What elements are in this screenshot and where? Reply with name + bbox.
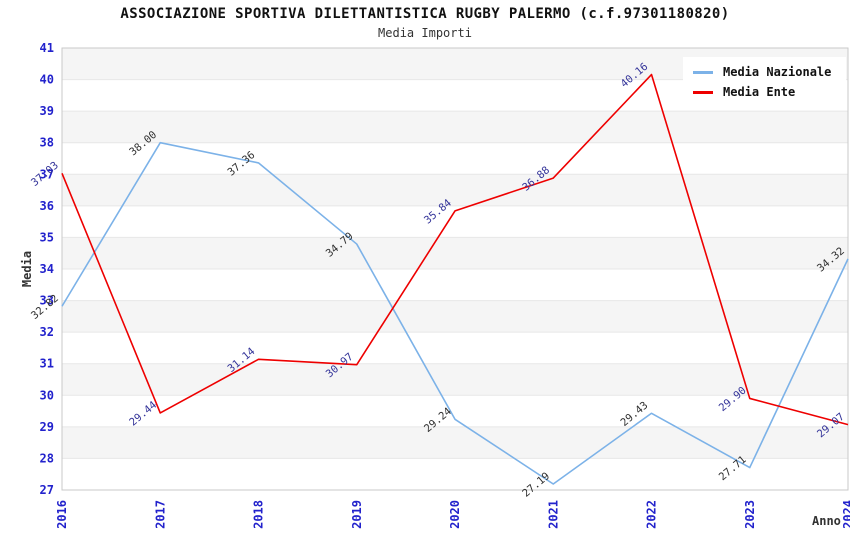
y-tick-label: 27 [40,483,54,497]
chart-title: ASSOCIAZIONE SPORTIVA DILETTANTISTICA RU… [120,6,730,22]
series-line-media-ente [61,73,849,426]
legend: Media Nazionale Media Ente [683,57,846,107]
x-tick-label: 2022 [645,500,659,529]
band [62,111,848,143]
y-axis-title: Media [20,250,34,288]
legend-swatch-red-line-icon [693,90,713,94]
band [62,426,848,459]
y-tick-label: 29 [40,420,54,434]
y-tick-label: 30 [40,388,54,402]
series-line-media-nazionale [61,141,849,485]
x-tick-label: 2024 [841,500,850,529]
x-tick-label: 2023 [743,500,757,529]
x-tick-label: 2020 [448,500,462,529]
x-tick-label: 2018 [252,500,266,529]
x-tick-label: 2017 [153,500,167,529]
legend-label-media-nazionale: Media Nazionale [723,65,832,79]
band [62,300,848,333]
y-tick-label: 33 [40,294,54,308]
y-tick-label: 28 [40,451,54,465]
y-tick-label: 35 [40,230,54,244]
y-tick-label: 39 [40,104,54,118]
data-label: 27.19 [520,470,552,500]
chart-subtitle: Media Importi [378,26,472,40]
y-tick-label: 34 [40,262,54,276]
y-tick-label: 32 [40,325,54,339]
data-label: 29.43 [619,399,651,429]
data-label: 37.03 [29,159,61,189]
data-label: 29.44 [127,399,159,429]
y-tick-label: 38 [40,136,54,150]
x-tick-label: 2016 [55,500,69,529]
y-tick-label: 41 [40,41,54,55]
band [62,363,848,396]
band [62,174,848,206]
plot-border [61,47,849,491]
x-axis-title: Anno [812,514,841,528]
legend-item-media-ente[interactable]: Media Ente [693,82,846,102]
legend-label-media-ente: Media Ente [723,85,796,99]
x-tick-label: 2019 [350,500,364,529]
legend-swatch-blue-line-icon [693,70,713,74]
x-tick-label: 2021 [546,500,560,529]
y-tick-label: 36 [40,199,54,213]
y-tick-label: 37 [40,167,54,181]
y-tick-label: 40 [40,73,54,87]
band [62,237,848,269]
legend-item-media-nazionale[interactable]: Media Nazionale [693,62,846,82]
y-tick-label: 31 [40,357,54,371]
